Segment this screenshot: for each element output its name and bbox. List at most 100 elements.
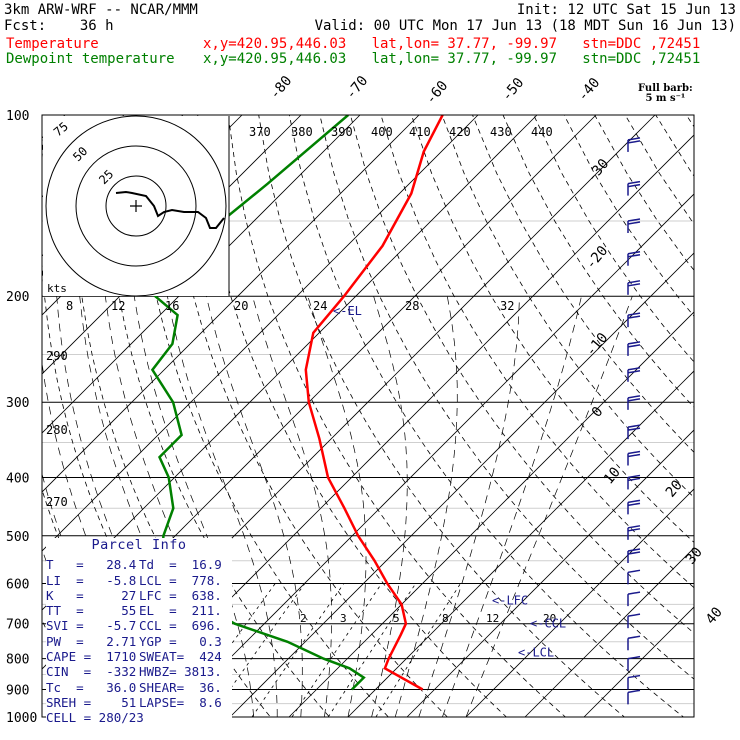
wind-barb bbox=[627, 689, 641, 705]
parcel-info-value: CELL = 280/23 bbox=[46, 710, 144, 726]
forecast-hour: Fcst: 36 h bbox=[4, 18, 114, 34]
parcel-info-value: SREH = 51 bbox=[46, 694, 137, 710]
pressure-tick-label: 1000 bbox=[6, 711, 37, 726]
parcel-info-value: TT = 55 bbox=[46, 603, 137, 619]
wind-barb-flag bbox=[627, 344, 641, 348]
parcel-info-box: Parcel Info T = 28.4 Td = 16.9 LI = -5.8 LC… bbox=[46, 537, 232, 728]
temperature-trace bbox=[304, 115, 444, 691]
wind-barb-flag bbox=[627, 499, 641, 504]
isotherm-label: 10 bbox=[601, 464, 624, 487]
theta-label: 400 bbox=[371, 125, 393, 139]
parcel-info-value: SHEAR= 36. bbox=[139, 679, 222, 695]
model-title: 3km ARW-WRF -- NCAR/MMM bbox=[4, 2, 198, 18]
mixing-ratio-label: 8 bbox=[442, 612, 449, 625]
dry-adiabat bbox=[502, 115, 694, 408]
theta-label: 420 bbox=[449, 125, 471, 139]
wind-barb-flag bbox=[627, 525, 641, 529]
parcel-info-value: YGP = 0.3 bbox=[139, 633, 222, 649]
wind-barb-flag bbox=[627, 140, 641, 144]
wind-barb-flag bbox=[627, 221, 641, 225]
level-marker-label: <-LFC bbox=[492, 594, 528, 608]
wind-barb-flag bbox=[627, 635, 641, 640]
parcel-info-value: CAPE = 1710 bbox=[46, 649, 137, 665]
hodograph-axis-label: 32 bbox=[500, 299, 514, 313]
wind-barb bbox=[627, 341, 641, 356]
wind-barb bbox=[627, 280, 641, 295]
parcel-info-value: CIN = -332 bbox=[46, 664, 137, 680]
isotherm-label: -50 bbox=[499, 75, 528, 105]
isotherm-label: -30 bbox=[584, 156, 613, 186]
wind-barb-flag bbox=[627, 253, 641, 258]
wind-barb bbox=[627, 250, 641, 266]
wind-barb-flag bbox=[627, 312, 641, 316]
dry-adiabat bbox=[594, 115, 694, 271]
isotherm-label: -60 bbox=[423, 78, 452, 108]
mixing-ratio-line bbox=[327, 583, 417, 717]
parcel-info-value bbox=[139, 710, 232, 725]
dry-adiabat bbox=[288, 115, 685, 717]
wind-barb-flag bbox=[627, 502, 641, 507]
moist-adiabat bbox=[465, 296, 633, 717]
moist-adiabat bbox=[371, 296, 408, 717]
wind-barb bbox=[627, 655, 641, 671]
wind-barb-flag bbox=[627, 477, 641, 482]
mixing-ratio-label: 12 bbox=[486, 612, 499, 625]
isotherm-label: -70 bbox=[343, 73, 372, 103]
wind-barb-flag bbox=[627, 424, 641, 428]
isotherm-line bbox=[465, 488, 694, 717]
moist-adiabat bbox=[307, 296, 367, 717]
wind-barb bbox=[627, 367, 641, 382]
mixing-ratio-line bbox=[251, 583, 345, 717]
parcel-info-row: Tc = 36.0 SHEAR= 36. bbox=[46, 680, 232, 695]
parcel-info-value: SVI = -5.7 bbox=[46, 618, 137, 634]
moist-adiabat bbox=[167, 296, 278, 717]
parcel-info-value: CCL = 696. bbox=[139, 618, 222, 634]
theta-label: 410 bbox=[409, 125, 431, 139]
dry-adiabat bbox=[136, 115, 389, 717]
parcel-info-value: LCL = 778. bbox=[139, 572, 222, 588]
parcel-info-row: CELL = 280/23 bbox=[46, 710, 232, 725]
full-barb-label-line1: Full barb: bbox=[638, 83, 693, 94]
wind-barb-flag bbox=[627, 528, 641, 532]
parcel-info-value: K = 27 bbox=[46, 587, 137, 603]
wind-barb-flag bbox=[627, 341, 641, 345]
wind-barb bbox=[627, 180, 641, 196]
isotherm-label: 40 bbox=[703, 604, 726, 627]
hodograph-trace bbox=[115, 190, 225, 229]
wind-barb bbox=[627, 218, 641, 234]
hodograph-axis-label: 8 bbox=[66, 299, 73, 313]
hodograph-unit-label: kts bbox=[47, 282, 67, 295]
wind-barb bbox=[627, 569, 641, 585]
moist-adiabat bbox=[418, 296, 520, 717]
level-marker-label: <-LCL bbox=[518, 645, 554, 659]
wind-barb-flag bbox=[627, 395, 641, 399]
pressure-tick-label: 100 bbox=[6, 109, 29, 124]
wind-barb-flag bbox=[627, 474, 641, 479]
hodograph-axis-label: 16 bbox=[165, 299, 179, 313]
hodograph-ring bbox=[45, 115, 227, 297]
wind-barb-flag bbox=[627, 367, 641, 371]
parcel-info-value: LFC = 638. bbox=[139, 587, 222, 603]
isotherm-line bbox=[42, 115, 361, 434]
full-barb-label-line2: 5 m s⁻¹ bbox=[645, 93, 686, 104]
dry-adiabat bbox=[655, 115, 694, 177]
isotherm-label: -40 bbox=[575, 75, 604, 105]
pressure-tick-label: 700 bbox=[6, 618, 29, 633]
dry-adiabat bbox=[227, 115, 567, 717]
wind-barb bbox=[627, 474, 641, 490]
pressure-tick-label: 500 bbox=[6, 530, 29, 545]
wind-barb-flag bbox=[627, 569, 641, 574]
moist-adiabat bbox=[394, 296, 458, 717]
parcel-info-value: PW = 2.71 bbox=[46, 633, 137, 649]
parcel-info-row: CAPE = 1710 SWEAT= 424 bbox=[46, 649, 232, 664]
mixing-ratio-label: 5 bbox=[393, 612, 400, 625]
level-marker-label: <-EL bbox=[333, 304, 362, 318]
isotherm-label: -10 bbox=[583, 330, 612, 360]
wind-barb-flag bbox=[627, 548, 641, 552]
wind-barb bbox=[627, 548, 641, 564]
wind-barb-flag bbox=[627, 180, 641, 185]
moist-adiabat bbox=[205, 296, 303, 717]
dry-adiabat bbox=[105, 115, 330, 717]
parcel-info-row: TT = 55 EL = 211. bbox=[46, 603, 232, 618]
